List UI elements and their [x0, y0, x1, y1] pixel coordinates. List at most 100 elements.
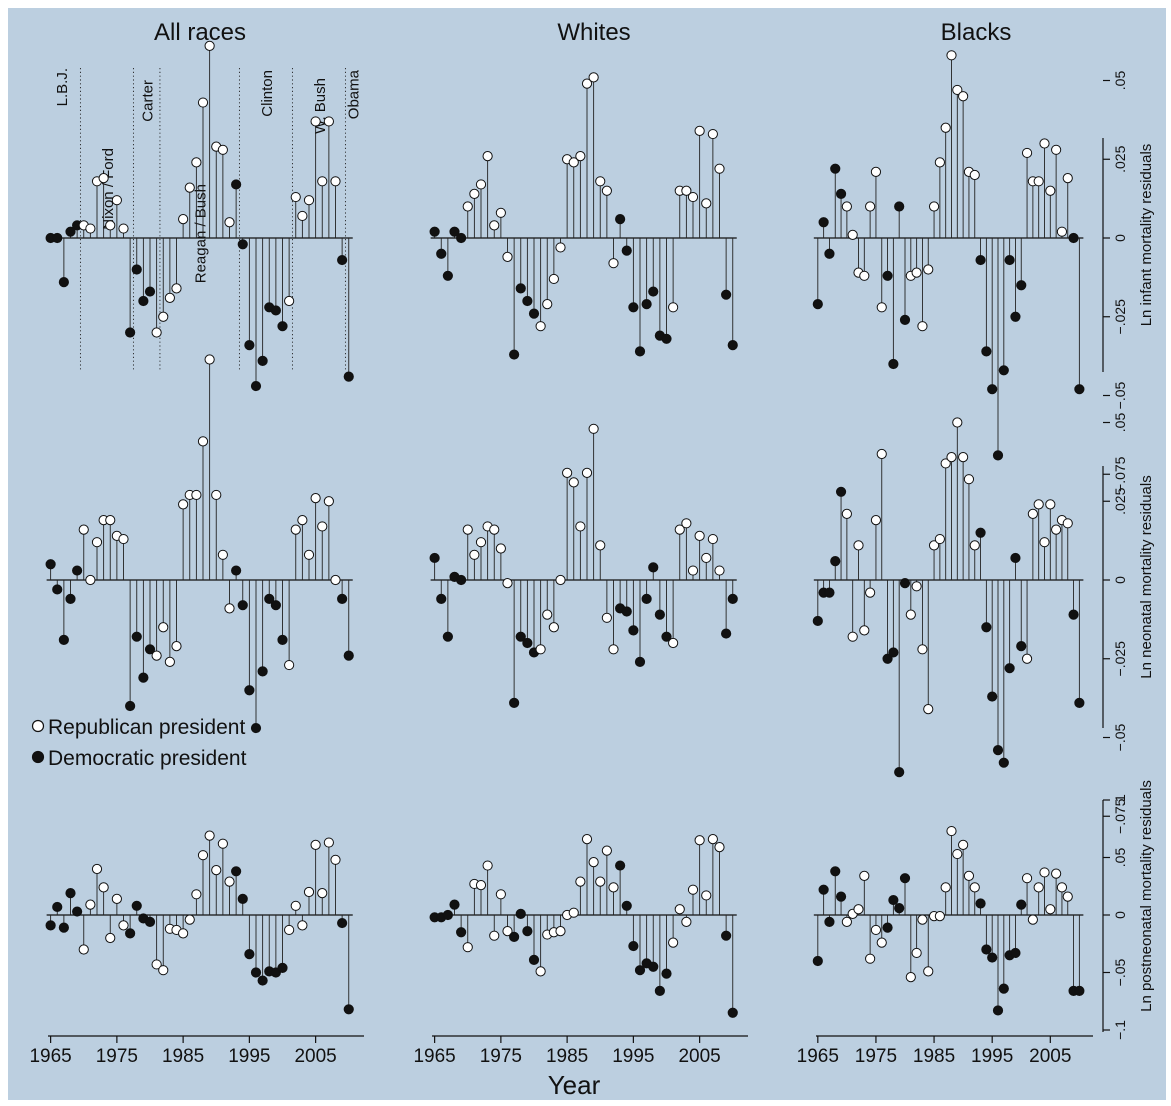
democratic-point-1967 — [824, 248, 835, 259]
republican-point-1972 — [475, 537, 487, 548]
republican-point-1984 — [923, 966, 934, 977]
democratic-point-2009 — [337, 593, 348, 605]
republican-point-1992 — [608, 882, 619, 893]
x-tick-label-1965: 1965 — [797, 1046, 839, 1067]
x-tick-label-2005: 2005 — [1029, 1046, 1071, 1067]
republican-point-2007 — [323, 837, 334, 848]
republican-point-1989 — [204, 40, 215, 51]
republican-point-2007 — [707, 834, 718, 845]
democratic-point-1969 — [835, 891, 847, 902]
y-tick-label: 0 — [1112, 911, 1128, 919]
democratic-point-1996 — [992, 450, 1004, 461]
republican-point-1976 — [876, 448, 887, 460]
legend-republican-marker — [31, 719, 45, 733]
y-tick-label: −.075 — [1112, 798, 1128, 834]
republican-point-1976 — [502, 926, 513, 937]
democratic-point-1979 — [894, 201, 905, 212]
democratic-point-1977 — [882, 653, 893, 664]
democratic-point-1993 — [975, 527, 986, 538]
democratic-point-1966 — [52, 901, 63, 913]
x-axis-blacks: 1965 1975 1985 1995 2005 — [797, 1035, 1093, 1067]
democratic-point-2009 — [337, 254, 348, 266]
democratic-point-1994 — [621, 606, 632, 617]
republican-point-1984 — [555, 926, 566, 937]
democratic-point-1996 — [634, 965, 646, 976]
democratic-point-1978 — [888, 894, 899, 906]
democratic-point-1977 — [509, 697, 520, 708]
panel-whites-row-3 — [429, 834, 738, 1018]
democratic-point-2000 — [1016, 280, 1027, 291]
democratic-point-1965 — [429, 552, 440, 564]
republican-point-2001 — [1021, 147, 1033, 159]
democratic-point-1997 — [998, 983, 1009, 994]
republican-point-2006 — [701, 552, 712, 564]
republican-point-2002 — [290, 191, 301, 203]
democratic-point-1965 — [45, 920, 56, 931]
democratic-point-1977 — [125, 700, 136, 712]
democratic-point-1978 — [515, 908, 526, 919]
republican-point-1982 — [911, 267, 922, 278]
republican-point-2005 — [1045, 499, 1056, 510]
republican-point-1983 — [548, 622, 559, 633]
republican-point-2003 — [1033, 176, 1044, 187]
republican-point-2008 — [1062, 518, 1073, 529]
x-tick-label-1985: 1985 — [162, 1046, 204, 1067]
panel-blacks-row-2 — [812, 417, 1085, 778]
y-tick-label: −.05 — [1112, 381, 1128, 409]
democratic-point-1998 — [648, 961, 659, 972]
republican-point-1985 — [562, 467, 573, 478]
republican-point-2002 — [1027, 914, 1038, 925]
x-axis-whites: 1965 1975 1985 1995 2005 — [413, 1035, 748, 1067]
republican-point-2003 — [1033, 882, 1044, 893]
democratic-point-1993 — [231, 179, 242, 190]
republican-point-1973 — [859, 870, 870, 882]
republican-point-1972 — [853, 540, 864, 551]
republican-point-2006 — [701, 890, 712, 901]
republican-point-2003 — [1033, 499, 1044, 510]
democratic-point-1968 — [65, 593, 76, 605]
democratic-point-2000 — [277, 634, 288, 645]
president-label-clinton: Clinton — [259, 70, 276, 117]
democratic-point-1996 — [992, 1005, 1004, 1016]
republican-point-1988 — [946, 825, 957, 837]
democratic-point-1965 — [45, 559, 56, 570]
democratic-point-1968 — [830, 163, 841, 174]
republican-point-1991 — [601, 845, 612, 856]
republican-point-2007 — [1056, 882, 1068, 893]
republican-point-2003 — [681, 185, 692, 196]
republican-point-1992 — [224, 603, 235, 614]
democratic-point-1995 — [244, 340, 255, 351]
y-tick-label: −.025 — [1112, 641, 1128, 677]
republican-point-2002 — [1027, 508, 1038, 519]
y-tick-label: .025 — [1112, 145, 1128, 172]
democratic-point-2009 — [1068, 609, 1079, 620]
democratic-point-1967 — [442, 631, 453, 642]
republican-point-2006 — [701, 198, 712, 209]
democratic-point-1967 — [824, 916, 835, 928]
republican-point-2003 — [297, 920, 308, 931]
republican-point-2005 — [1045, 185, 1056, 196]
democratic-point-1998 — [648, 562, 659, 573]
republican-point-1970 — [78, 944, 89, 955]
republican-point-2003 — [297, 210, 308, 222]
republican-point-1991 — [601, 185, 612, 196]
republican-point-2001 — [668, 302, 679, 313]
republican-point-2005 — [694, 125, 705, 136]
x-tick-label-1985: 1985 — [913, 1046, 955, 1067]
president-label-l-b-j: L.B.J. — [54, 68, 71, 106]
democratic-point-1967 — [58, 277, 69, 288]
republican-point-1971 — [85, 223, 96, 234]
republican-point-2004 — [1039, 867, 1050, 878]
democratic-point-1978 — [515, 631, 526, 642]
republican-point-1975 — [870, 924, 882, 936]
democratic-point-1993 — [975, 254, 986, 266]
democratic-point-2010 — [727, 593, 738, 605]
democratic-point-1996 — [992, 745, 1004, 756]
democratic-point-1995 — [987, 952, 998, 963]
republican-point-1986 — [184, 914, 195, 925]
republican-point-1985 — [928, 540, 940, 551]
democratic-point-2010 — [727, 1007, 738, 1018]
y-tick-label: −.05 — [1112, 958, 1128, 986]
democratic-point-1968 — [449, 226, 460, 237]
